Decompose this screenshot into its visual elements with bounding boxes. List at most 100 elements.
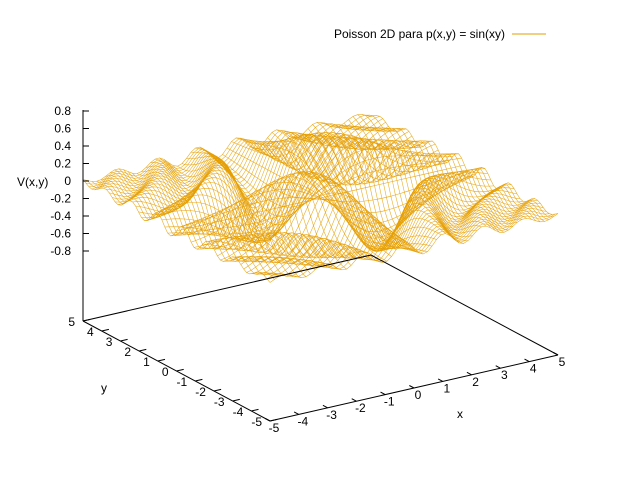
y-tick-mark [138, 348, 147, 352]
x-tick-mark [553, 352, 559, 356]
y-tick-label: 3 [106, 335, 113, 349]
x-tick-mark [495, 365, 501, 369]
y-tick-mark [213, 388, 222, 392]
surface-line-y [204, 149, 392, 257]
y-tick-label: -2 [195, 385, 206, 399]
surface-line-y [366, 114, 554, 218]
surface-line-y [217, 157, 406, 243]
x-tick-mark [293, 411, 300, 415]
z-tick-label: -0.4 [50, 209, 71, 223]
x-tick-label: 0 [415, 388, 422, 402]
surface-line-y [325, 123, 514, 228]
surface-line-y [330, 124, 518, 225]
z-tick-label: -0.8 [50, 244, 71, 258]
surface-line-y [235, 137, 424, 255]
surface-line-y [348, 119, 536, 221]
x-tick-label: -5 [269, 421, 280, 435]
x-tick-label: -3 [326, 408, 337, 422]
y-tick-label: -5 [251, 415, 262, 429]
z-tick-label: 0 [64, 174, 71, 188]
surface-line-y [226, 147, 415, 249]
surface-line-y [370, 115, 559, 215]
surface-line-y [267, 133, 455, 245]
surface-line-y [249, 134, 437, 252]
y-tick-label: 1 [143, 355, 150, 369]
surface-mesh [82, 114, 559, 283]
x-tick-mark [351, 398, 357, 402]
x-tick-label: 1 [443, 381, 450, 395]
surface-line-y [276, 129, 464, 244]
y-tick-label: 5 [68, 315, 75, 329]
x-tick-label: -4 [297, 414, 308, 428]
surface-line-y [262, 132, 451, 248]
y-axis-label: y [101, 381, 107, 395]
surface-line-y [100, 177, 289, 276]
surface-line-y [334, 125, 523, 222]
x-tick-label: -2 [355, 401, 366, 415]
y-tick-label: -1 [177, 375, 188, 389]
y-tick-mark [195, 378, 203, 382]
y-tick-label: 2 [124, 345, 131, 359]
x-tick-mark [466, 371, 472, 376]
surface-line-y [190, 151, 379, 261]
surface-line-y [82, 179, 271, 283]
y-tick-label: -4 [233, 405, 244, 419]
x-tick-mark [322, 404, 328, 409]
surface-line-y [159, 157, 347, 270]
surface-line-y [181, 158, 370, 259]
z-tick-label: -0.2 [50, 192, 71, 206]
surface-line-y [361, 114, 550, 220]
surface-line-y [244, 136, 433, 251]
surface-line-y [357, 114, 545, 222]
surface-line-y [145, 165, 334, 268]
z-tick-label: 0.2 [54, 157, 71, 171]
surface-line-y [339, 125, 527, 219]
right-base-line [370, 254, 559, 356]
x-tick-label: -1 [384, 395, 395, 409]
x-tick-label: 4 [530, 362, 537, 376]
surface-line-y [271, 132, 460, 244]
y-tick-mark [82, 318, 91, 322]
surface-line-y [208, 154, 397, 251]
x-tick-mark [265, 418, 271, 422]
surface-line-y [114, 169, 302, 278]
y-tick-mark [232, 398, 240, 402]
z-tick-label: 0.6 [54, 122, 71, 136]
surface-line-y [343, 123, 532, 220]
y-tick-mark [101, 328, 110, 332]
back-base-line [82, 254, 372, 322]
surface-line-y [213, 157, 401, 245]
z-tick-label: -0.6 [50, 227, 71, 241]
surface-line-y [177, 160, 365, 259]
tick-labels: -5 -4 -3 -2 -1 0 1 2 3 4 5-5-4-3-2-10123450.80.60.… [50, 104, 565, 435]
surface-line-y [91, 181, 280, 277]
surface-line-y [163, 159, 352, 266]
y-tick-mark [120, 338, 128, 342]
surface-line-y [321, 122, 509, 231]
surface-line-y [303, 133, 491, 228]
surface-line-y [195, 147, 383, 263]
z-tick-label: 0.4 [54, 139, 71, 153]
legend-label: Poisson 2D para p(x,y) = sin(xy) [334, 27, 505, 41]
y-tick-mark [251, 408, 259, 412]
x-tick-mark [524, 358, 530, 363]
surface-line-y [240, 137, 428, 252]
z-tick-label: 0.8 [54, 104, 71, 118]
surface-line-y [294, 134, 482, 231]
x-tick-label: 2 [472, 375, 479, 389]
y-tick-mark [176, 368, 184, 372]
surface-line-y [290, 133, 477, 234]
y-tick-label: 4 [87, 325, 94, 339]
x-axis-label: x [457, 407, 463, 421]
surface-line-y [123, 169, 311, 275]
surface-line-y [168, 162, 356, 261]
x-tick-mark [380, 391, 386, 396]
axes [82, 110, 559, 422]
y-tick-label: -3 [214, 395, 225, 409]
surface-line-y [312, 124, 500, 233]
surface-line-y [141, 168, 329, 267]
y-tick-mark [269, 418, 278, 422]
surface-line-y [150, 162, 338, 269]
y-tick-mark [157, 358, 166, 362]
